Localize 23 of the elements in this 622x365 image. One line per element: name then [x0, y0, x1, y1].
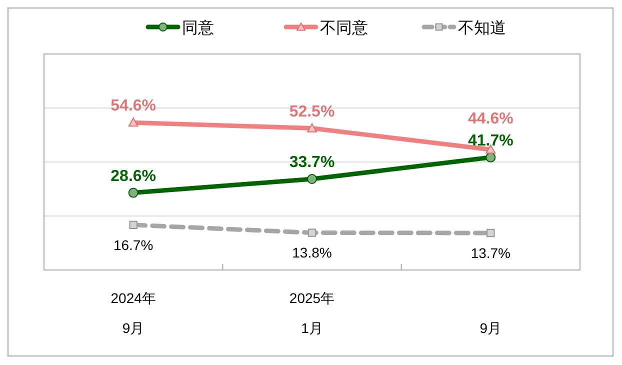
data-label: 16.7% — [113, 236, 154, 253]
point — [307, 123, 317, 132]
point — [128, 118, 138, 127]
data-label: 13.7% — [470, 245, 511, 262]
point — [486, 228, 495, 238]
data-label: 54.6% — [110, 98, 156, 115]
data-label: 13.8% — [292, 244, 332, 261]
x-tick-label: 9月 — [480, 320, 502, 336]
x-tick-label: 2025年 1月 — [289, 290, 335, 336]
point — [129, 220, 138, 230]
legend-label: 不同意 — [320, 19, 368, 37]
legend-label: 同意 — [182, 19, 214, 37]
legend-label: 不知道 — [458, 20, 506, 37]
point — [307, 174, 317, 184]
point — [128, 188, 138, 198]
data-label: 33.7% — [289, 154, 335, 172]
data-label: 52.5% — [289, 103, 335, 120]
point — [486, 152, 496, 162]
data-label: 41.7% — [468, 132, 514, 150]
data-label: 28.6% — [110, 168, 156, 185]
point — [308, 228, 316, 237]
data-label: 44.6% — [468, 110, 514, 128]
x-tick-label: 2024年 9月 — [110, 290, 156, 336]
